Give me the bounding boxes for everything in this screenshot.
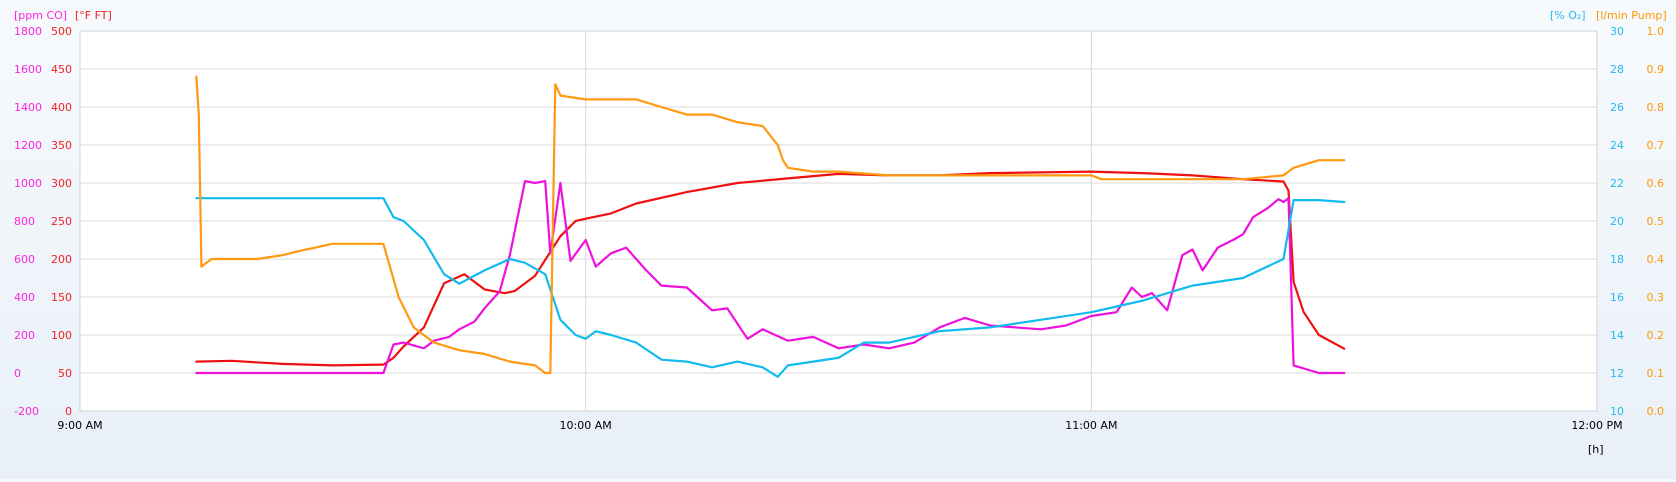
co-tick-label: 1200 [14,139,42,152]
pump-tick-label: 1.0 [1647,25,1665,38]
x-tick-label: 11:00 AM [1065,419,1117,432]
pump-axis-label: [l/min Pump] [1596,9,1667,22]
pump-tick-label: 0.6 [1647,177,1665,190]
ft-axis-label: [°F FT] [75,9,112,22]
ft-tick-label: 200 [51,253,72,266]
o2-series-line [195,197,1346,378]
pump-series-line [195,75,1346,375]
co-tick-label: 0 [14,367,21,380]
ft-tick-label: 0 [65,405,72,418]
co-series-line [195,180,1346,375]
o2-tick-label: 14 [1610,329,1624,342]
ft-tick-label: 100 [51,329,72,342]
o2-tick-label: 16 [1610,291,1624,304]
pump-tick-label: 0.3 [1647,291,1665,304]
co-tick-label: 1800 [14,25,42,38]
co-tick-label: 1600 [14,63,42,76]
o2-tick-label: 30 [1610,25,1624,38]
co-tick-label: 200 [14,329,35,342]
o2-tick-label: 28 [1610,63,1624,76]
o2-tick-label: 10 [1610,405,1624,418]
pump-tick-label: 0.7 [1647,139,1665,152]
o2-tick-label: 24 [1610,139,1624,152]
o2-tick-label: 18 [1610,253,1624,266]
o2-tick-label: 26 [1610,101,1624,114]
x-tick-label: 12:00 PM [1571,419,1622,432]
x-tick-label: 9:00 AM [57,419,102,432]
pump-tick-label: 0.1 [1647,367,1665,380]
co-tick-label: -200 [14,405,39,418]
ft-tick-label: 350 [51,139,72,152]
co-axis-label: [ppm CO] [14,9,67,22]
pump-tick-label: 0.4 [1647,253,1665,266]
pump-tick-label: 0.9 [1647,63,1665,76]
co-tick-label: 800 [14,215,35,228]
co-tick-label: 1400 [14,101,42,114]
o2-axis-label: [% O₂] [1550,9,1586,22]
co-tick-label: 600 [14,253,35,266]
axis-tick-labels: -200 0 200 400 600 800 1000 1200 1400 1600 1800 0 50… [14,25,1664,432]
series-lines [195,75,1346,378]
pump-tick-label: 0.2 [1647,329,1665,342]
pump-tick-label: 0.0 [1647,405,1665,418]
co-tick-label: 1000 [14,177,42,190]
pump-tick-label: 0.5 [1647,215,1665,228]
ft-tick-label: 50 [58,367,72,380]
co-tick-label: 400 [14,291,35,304]
ft-tick-label: 400 [51,101,72,114]
ft-tick-label: 300 [51,177,72,190]
axis-unit-labels: [ppm CO] [°F FT] [% O₂] [l/min Pump] [h] [14,9,1667,456]
o2-tick-label: 20 [1610,215,1624,228]
pump-tick-label: 0.8 [1647,101,1665,114]
ft-tick-label: 500 [51,25,72,38]
x-axis-unit-label: [h] [1588,443,1604,456]
ft-tick-label: 150 [51,291,72,304]
o2-tick-label: 12 [1610,367,1624,380]
ft-tick-label: 250 [51,215,72,228]
x-tick-label: 10:00 AM [560,419,612,432]
o2-tick-label: 22 [1610,177,1624,190]
ft-tick-label: 450 [51,63,72,76]
